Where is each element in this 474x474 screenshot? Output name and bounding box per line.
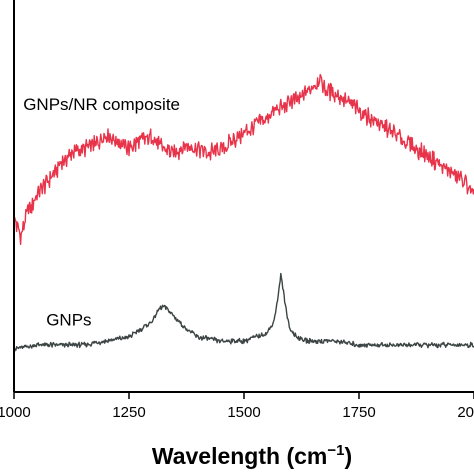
- series-line-gnps-nr-composite: [14, 73, 474, 246]
- x-tick-label: 1250: [112, 404, 145, 421]
- x-axis-title-close: ): [344, 443, 352, 469]
- x-axis-title: Wavelength (cm−1): [152, 442, 352, 469]
- series-label-gnps-nr-composite: GNPs/NR composite: [23, 95, 180, 114]
- x-tick-label: 1500: [227, 404, 260, 421]
- x-tick-label: 2000: [457, 404, 474, 421]
- x-tick-label: 1750: [342, 404, 375, 421]
- x-axis-title-superscript: −1: [327, 442, 344, 459]
- series-line-gnps: [14, 272, 474, 352]
- x-tick-label: 1000: [0, 404, 31, 421]
- series-label-gnps: GNPs: [46, 310, 91, 329]
